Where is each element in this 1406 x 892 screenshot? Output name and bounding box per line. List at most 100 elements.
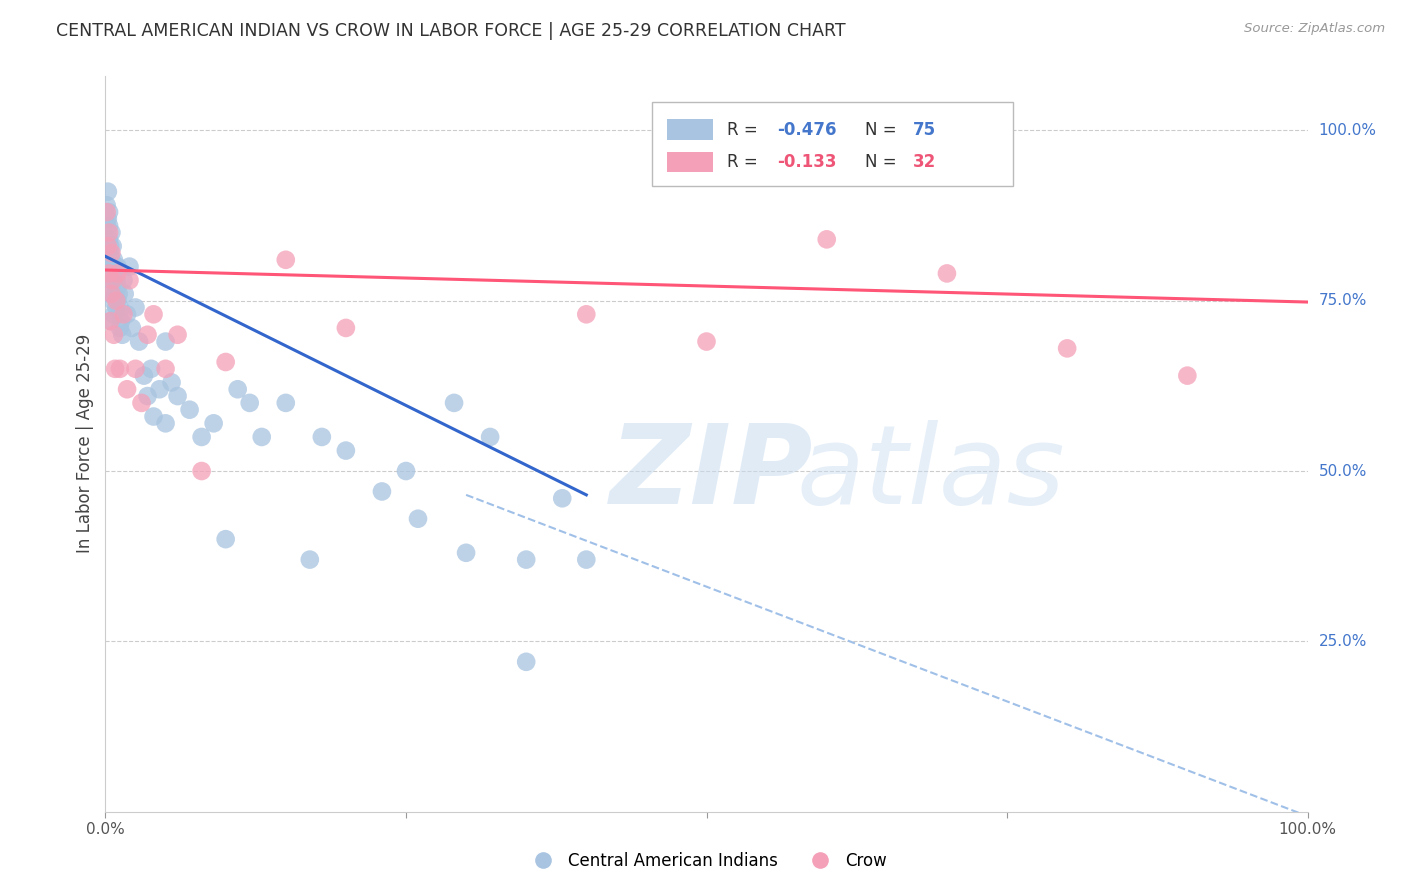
Point (101, 293, 124, 308)
Text: atlas: atlas (797, 420, 1066, 526)
Text: 32: 32 (914, 153, 936, 171)
Point (274, 252, 297, 267)
Text: 25.0%: 25.0% (1319, 634, 1367, 648)
Point (115, 382, 138, 396)
Point (166, 389, 188, 403)
Point (128, 334, 150, 349)
Point (101, 239, 124, 253)
Point (115, 307, 138, 321)
Text: -0.133: -0.133 (778, 153, 837, 171)
Point (1175, 368, 1198, 383)
Point (815, 232, 838, 246)
Point (142, 409, 165, 424)
Point (101, 267, 124, 281)
Point (101, 273, 124, 287)
Point (118, 273, 141, 287)
Point (110, 314, 132, 328)
Point (97, 267, 120, 281)
Point (443, 396, 465, 410)
Point (190, 430, 212, 444)
Point (112, 307, 135, 321)
Point (551, 491, 574, 506)
Point (97, 211, 120, 226)
Point (395, 464, 418, 478)
Text: 75.0%: 75.0% (1319, 293, 1367, 308)
Text: N =: N = (865, 153, 903, 171)
Point (97, 232, 120, 246)
Point (96, 219, 118, 233)
Point (515, 552, 537, 566)
Point (696, 334, 718, 349)
Point (98, 205, 121, 219)
Point (166, 327, 188, 342)
Point (107, 293, 129, 308)
Text: Source: ZipAtlas.com: Source: ZipAtlas.com (1244, 22, 1385, 36)
Point (575, 307, 598, 321)
Point (335, 443, 357, 458)
Point (105, 301, 128, 315)
Point (98, 226, 121, 240)
Point (132, 368, 155, 383)
Point (105, 273, 128, 287)
Point (114, 286, 136, 301)
Point (454, 546, 477, 560)
Text: 75: 75 (914, 120, 936, 138)
Point (107, 280, 129, 294)
Point (98, 267, 121, 281)
Point (214, 355, 236, 369)
Point (96, 239, 118, 253)
Point (98, 260, 121, 274)
Y-axis label: In Labor Force | Age 25-29: In Labor Force | Age 25-29 (76, 334, 94, 553)
Point (103, 273, 125, 287)
Point (100, 226, 122, 240)
Point (124, 361, 146, 376)
Point (100, 252, 122, 267)
FancyBboxPatch shape (652, 102, 1014, 186)
Point (96, 205, 118, 219)
Point (98, 246, 121, 260)
Point (155, 361, 177, 376)
Point (111, 327, 134, 342)
Point (100, 273, 122, 287)
Point (104, 286, 127, 301)
Point (136, 389, 159, 403)
Point (103, 307, 125, 321)
Text: ZIP: ZIP (610, 420, 814, 526)
Point (124, 301, 146, 315)
Legend: Central American Indians, Crow: Central American Indians, Crow (520, 846, 893, 877)
Point (155, 334, 177, 349)
Point (100, 286, 122, 301)
Point (515, 655, 537, 669)
Point (98, 232, 121, 246)
Point (160, 376, 183, 390)
Point (97, 185, 120, 199)
Point (131, 396, 153, 410)
Text: R =: R = (727, 153, 763, 171)
Point (97, 239, 120, 253)
Point (108, 321, 131, 335)
Point (107, 267, 129, 281)
Text: R =: R = (727, 120, 763, 138)
Point (100, 246, 122, 260)
Point (105, 293, 128, 308)
Point (108, 301, 131, 315)
Point (104, 361, 127, 376)
Text: 50.0%: 50.0% (1319, 464, 1367, 478)
Point (575, 552, 598, 566)
Point (136, 327, 159, 342)
Point (98, 314, 121, 328)
Point (142, 307, 165, 321)
Point (107, 307, 129, 321)
Point (107, 260, 129, 274)
Text: 100.0%: 100.0% (1319, 123, 1376, 138)
Point (190, 464, 212, 478)
Point (139, 361, 162, 376)
Point (250, 430, 273, 444)
Point (226, 382, 249, 396)
Point (98, 239, 121, 253)
Point (104, 260, 127, 274)
Point (179, 402, 201, 417)
Point (112, 273, 135, 287)
Point (155, 417, 177, 431)
Point (202, 417, 225, 431)
